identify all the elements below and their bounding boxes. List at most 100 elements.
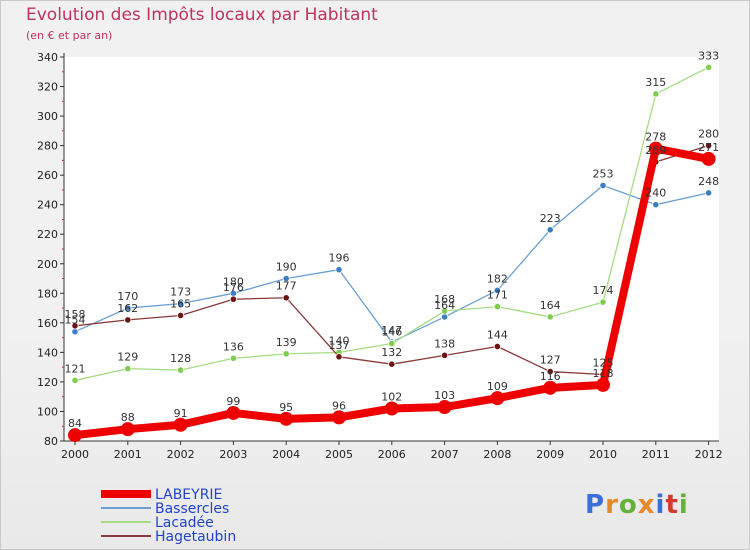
logo-letter: P	[585, 490, 606, 520]
data-point	[177, 366, 185, 374]
chart-subtitle: (en € et par an)	[26, 29, 113, 42]
y-tick-label: 220	[37, 228, 58, 241]
y-tick-label: 100	[37, 405, 58, 418]
data-point	[279, 411, 294, 426]
legend-label: Hagetaubin	[155, 529, 236, 545]
data-label: 248	[698, 175, 719, 188]
data-point	[440, 307, 449, 315]
legend-label: Lacadée	[155, 515, 214, 531]
data-point	[701, 151, 716, 166]
legend-label: LABEYRIE	[155, 487, 222, 503]
data-label: 165	[170, 297, 191, 310]
data-label: 177	[276, 280, 297, 293]
data-label: 280	[698, 128, 719, 141]
data-label: 84	[68, 417, 82, 430]
data-point	[335, 266, 343, 274]
data-label: 171	[487, 289, 508, 302]
data-label: 164	[434, 299, 455, 312]
x-tick-label: 2001	[114, 448, 142, 461]
data-label: 223	[540, 212, 561, 225]
data-label: 127	[540, 354, 561, 367]
data-point	[229, 354, 237, 362]
y-tick-label: 240	[37, 199, 58, 212]
data-label: 271	[698, 141, 719, 154]
data-point	[71, 328, 79, 336]
x-tick-label: 2000	[61, 448, 89, 461]
data-label: 168	[434, 293, 455, 306]
x-tick-label: 2010	[589, 448, 617, 461]
plot-area	[64, 57, 719, 441]
data-label: 138	[434, 337, 455, 350]
data-label: 147	[381, 324, 402, 337]
logo-letter: i	[678, 490, 689, 520]
data-label: 109	[487, 380, 508, 393]
y-tick-label: 180	[37, 287, 58, 300]
x-tick-label: 2004	[272, 448, 300, 461]
data-point	[546, 313, 554, 321]
data-point	[177, 311, 185, 320]
data-label: 158	[65, 308, 86, 321]
proxiti-logo: Proxiti	[585, 490, 689, 520]
data-label: 91	[174, 407, 188, 420]
data-point	[493, 302, 501, 311]
x-tick-label: 2005	[325, 448, 353, 461]
y-tick-label: 320	[37, 81, 58, 94]
data-point	[388, 360, 396, 368]
data-label: 315	[645, 76, 666, 89]
logo-letter: x	[637, 490, 656, 520]
data-label: 253	[593, 167, 614, 180]
logo-letter: r	[605, 490, 619, 520]
data-label: 103	[434, 389, 455, 402]
data-point	[226, 405, 241, 420]
data-point	[543, 380, 558, 395]
data-label: 116	[540, 370, 561, 383]
data-point	[599, 298, 607, 306]
data-label: 129	[117, 351, 138, 364]
data-point	[440, 351, 449, 359]
data-label: 121	[65, 362, 86, 375]
data-label: 173	[170, 286, 191, 299]
data-label: 128	[170, 352, 191, 365]
data-label: 146	[381, 326, 402, 339]
data-point	[71, 322, 79, 330]
data-point	[437, 400, 452, 415]
data-point	[68, 428, 82, 443]
data-point	[546, 226, 554, 234]
data-label: 196	[329, 252, 350, 265]
y-tick-label: 160	[37, 317, 58, 330]
x-tick-label: 2008	[483, 448, 511, 461]
data-label: 333	[698, 49, 719, 62]
x-tick-label: 2011	[642, 448, 670, 461]
data-point	[332, 410, 346, 425]
data-label: 180	[223, 275, 244, 288]
x-tick-label: 2007	[431, 448, 459, 461]
data-label: 136	[223, 340, 244, 353]
data-point	[124, 316, 132, 324]
data-label: 118	[593, 367, 614, 380]
data-label: 164	[540, 299, 561, 312]
data-point	[388, 339, 396, 348]
data-label: 154	[65, 314, 86, 327]
data-point	[282, 274, 290, 283]
y-tick-label: 340	[37, 51, 58, 64]
y-tick-label: 280	[37, 140, 58, 153]
data-label: 99	[226, 395, 240, 408]
data-label: 96	[332, 399, 346, 412]
data-label: 240	[645, 187, 666, 200]
y-tick-label: 260	[37, 169, 58, 182]
y-tick-label: 120	[37, 376, 58, 389]
data-point	[229, 295, 237, 303]
data-point	[335, 353, 343, 361]
data-label: 144	[487, 328, 508, 341]
data-point	[124, 304, 132, 312]
logo-letter: i	[655, 490, 666, 520]
data-point	[652, 201, 660, 209]
x-tick-label: 2002	[167, 448, 195, 461]
data-label: 139	[276, 336, 297, 349]
data-label: 125	[593, 357, 614, 370]
x-tick-label: 2003	[219, 448, 247, 461]
legend-label: Bassercles	[155, 501, 229, 517]
data-label: 140	[329, 334, 350, 347]
